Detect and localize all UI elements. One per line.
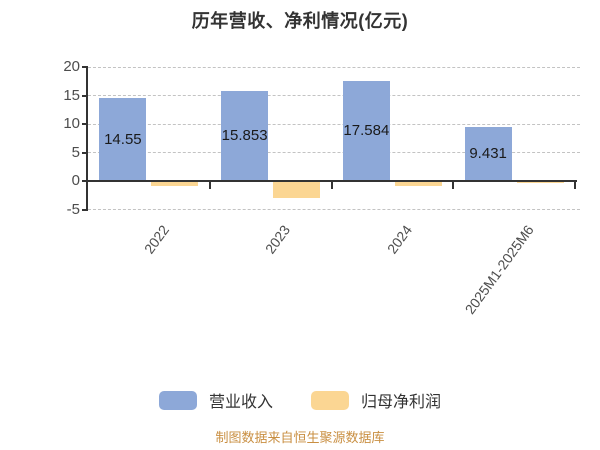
y-axis-line xyxy=(86,66,88,211)
y-axis-label: 5 xyxy=(71,143,80,161)
gridline xyxy=(88,152,580,153)
gridline xyxy=(88,209,580,210)
y-axis-label: 10 xyxy=(63,115,80,132)
legend-label: 归母净利润 xyxy=(361,394,442,411)
legend-swatch-icon xyxy=(311,390,349,410)
profit-bar xyxy=(394,181,442,187)
revenue-bar xyxy=(342,80,390,181)
legend: 营业收入 归母净利润 xyxy=(0,388,600,412)
y-axis-tick xyxy=(82,66,88,68)
x-axis-tick xyxy=(208,182,211,189)
y-axis-label: 0 xyxy=(71,172,80,189)
bar-value-label: 15.853 xyxy=(221,126,268,144)
y-axis-label: 15 xyxy=(63,86,80,104)
x-axis-label: 2025M1-2025M6 xyxy=(461,222,538,318)
x-axis-label: 2024 xyxy=(384,222,416,257)
revenue-bar xyxy=(221,90,269,181)
bar-value-label: 17.584 xyxy=(343,121,390,139)
x-axis-label: 2022 xyxy=(140,222,172,257)
x-axis-tick xyxy=(574,182,576,189)
y-axis-tick xyxy=(82,94,88,97)
chart-title: 历年营收、净利情况(亿元) xyxy=(191,11,409,31)
gridline xyxy=(88,66,580,68)
x-axis-tick xyxy=(452,182,455,189)
x-axis-tick xyxy=(330,182,333,189)
y-axis-tick xyxy=(82,123,88,125)
revenue-bar xyxy=(464,127,512,181)
bar-value-label: 14.55 xyxy=(104,130,142,148)
bar-value-label: 9.431 xyxy=(469,145,507,163)
y-axis-tick xyxy=(82,208,88,211)
x-axis-line xyxy=(87,180,577,182)
y-axis-tick xyxy=(82,151,88,154)
legend-label: 营业收入 xyxy=(208,394,273,411)
profit-bar xyxy=(151,181,199,186)
y-axis-tick xyxy=(82,180,88,182)
gridline xyxy=(88,123,580,125)
x-axis-label: 2023 xyxy=(262,222,294,257)
legend-item-revenue[interactable]: 营业收入 xyxy=(158,388,273,412)
gridline xyxy=(88,95,580,96)
legend-swatch-icon xyxy=(158,390,197,410)
y-axis-label: -5 xyxy=(66,200,80,218)
y-axis-label: 20 xyxy=(63,58,80,75)
profit-bar xyxy=(273,181,321,199)
chart-footer: 制图数据来自恒生聚源数据库 xyxy=(215,430,385,445)
revenue-bar xyxy=(99,98,147,181)
legend-item-profit[interactable]: 归母净利润 xyxy=(311,388,441,412)
